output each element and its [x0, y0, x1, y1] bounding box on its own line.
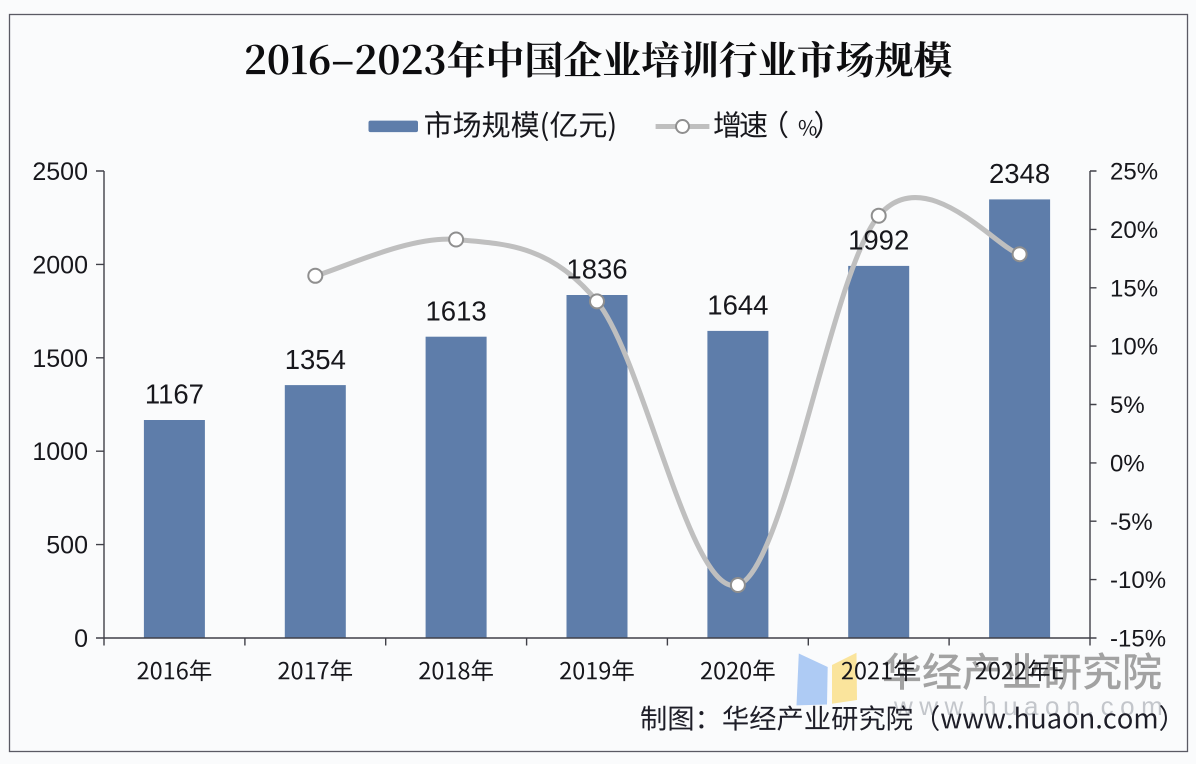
svg-text:0%: 0% [1110, 451, 1145, 478]
svg-text:1644: 1644 [707, 290, 768, 321]
svg-text:1500: 1500 [32, 345, 88, 373]
svg-text:10%: 10% [1110, 334, 1158, 361]
svg-text:500: 500 [46, 532, 88, 560]
svg-text:1613: 1613 [426, 295, 487, 326]
svg-text:2500: 2500 [32, 158, 88, 186]
svg-text:1000: 1000 [32, 438, 88, 466]
svg-text:20%: 20% [1110, 217, 1158, 244]
svg-text:2348: 2348 [989, 158, 1050, 189]
svg-text:0: 0 [74, 625, 88, 653]
svg-text:2000: 2000 [32, 251, 88, 279]
svg-text:-10%: -10% [1110, 567, 1166, 594]
svg-text:1992: 1992 [848, 225, 909, 256]
svg-text:25%: 25% [1110, 159, 1158, 186]
svg-text:-15%: -15% [1110, 626, 1166, 653]
svg-text:1167: 1167 [145, 379, 204, 410]
svg-text:15%: 15% [1110, 275, 1158, 302]
svg-text:-5%: -5% [1110, 509, 1153, 536]
svg-text:5%: 5% [1110, 392, 1145, 419]
svg-text:www.huaon.com: www.huaon.com [893, 691, 1169, 721]
svg-text:1354: 1354 [285, 344, 346, 375]
svg-text:1836: 1836 [566, 254, 627, 285]
